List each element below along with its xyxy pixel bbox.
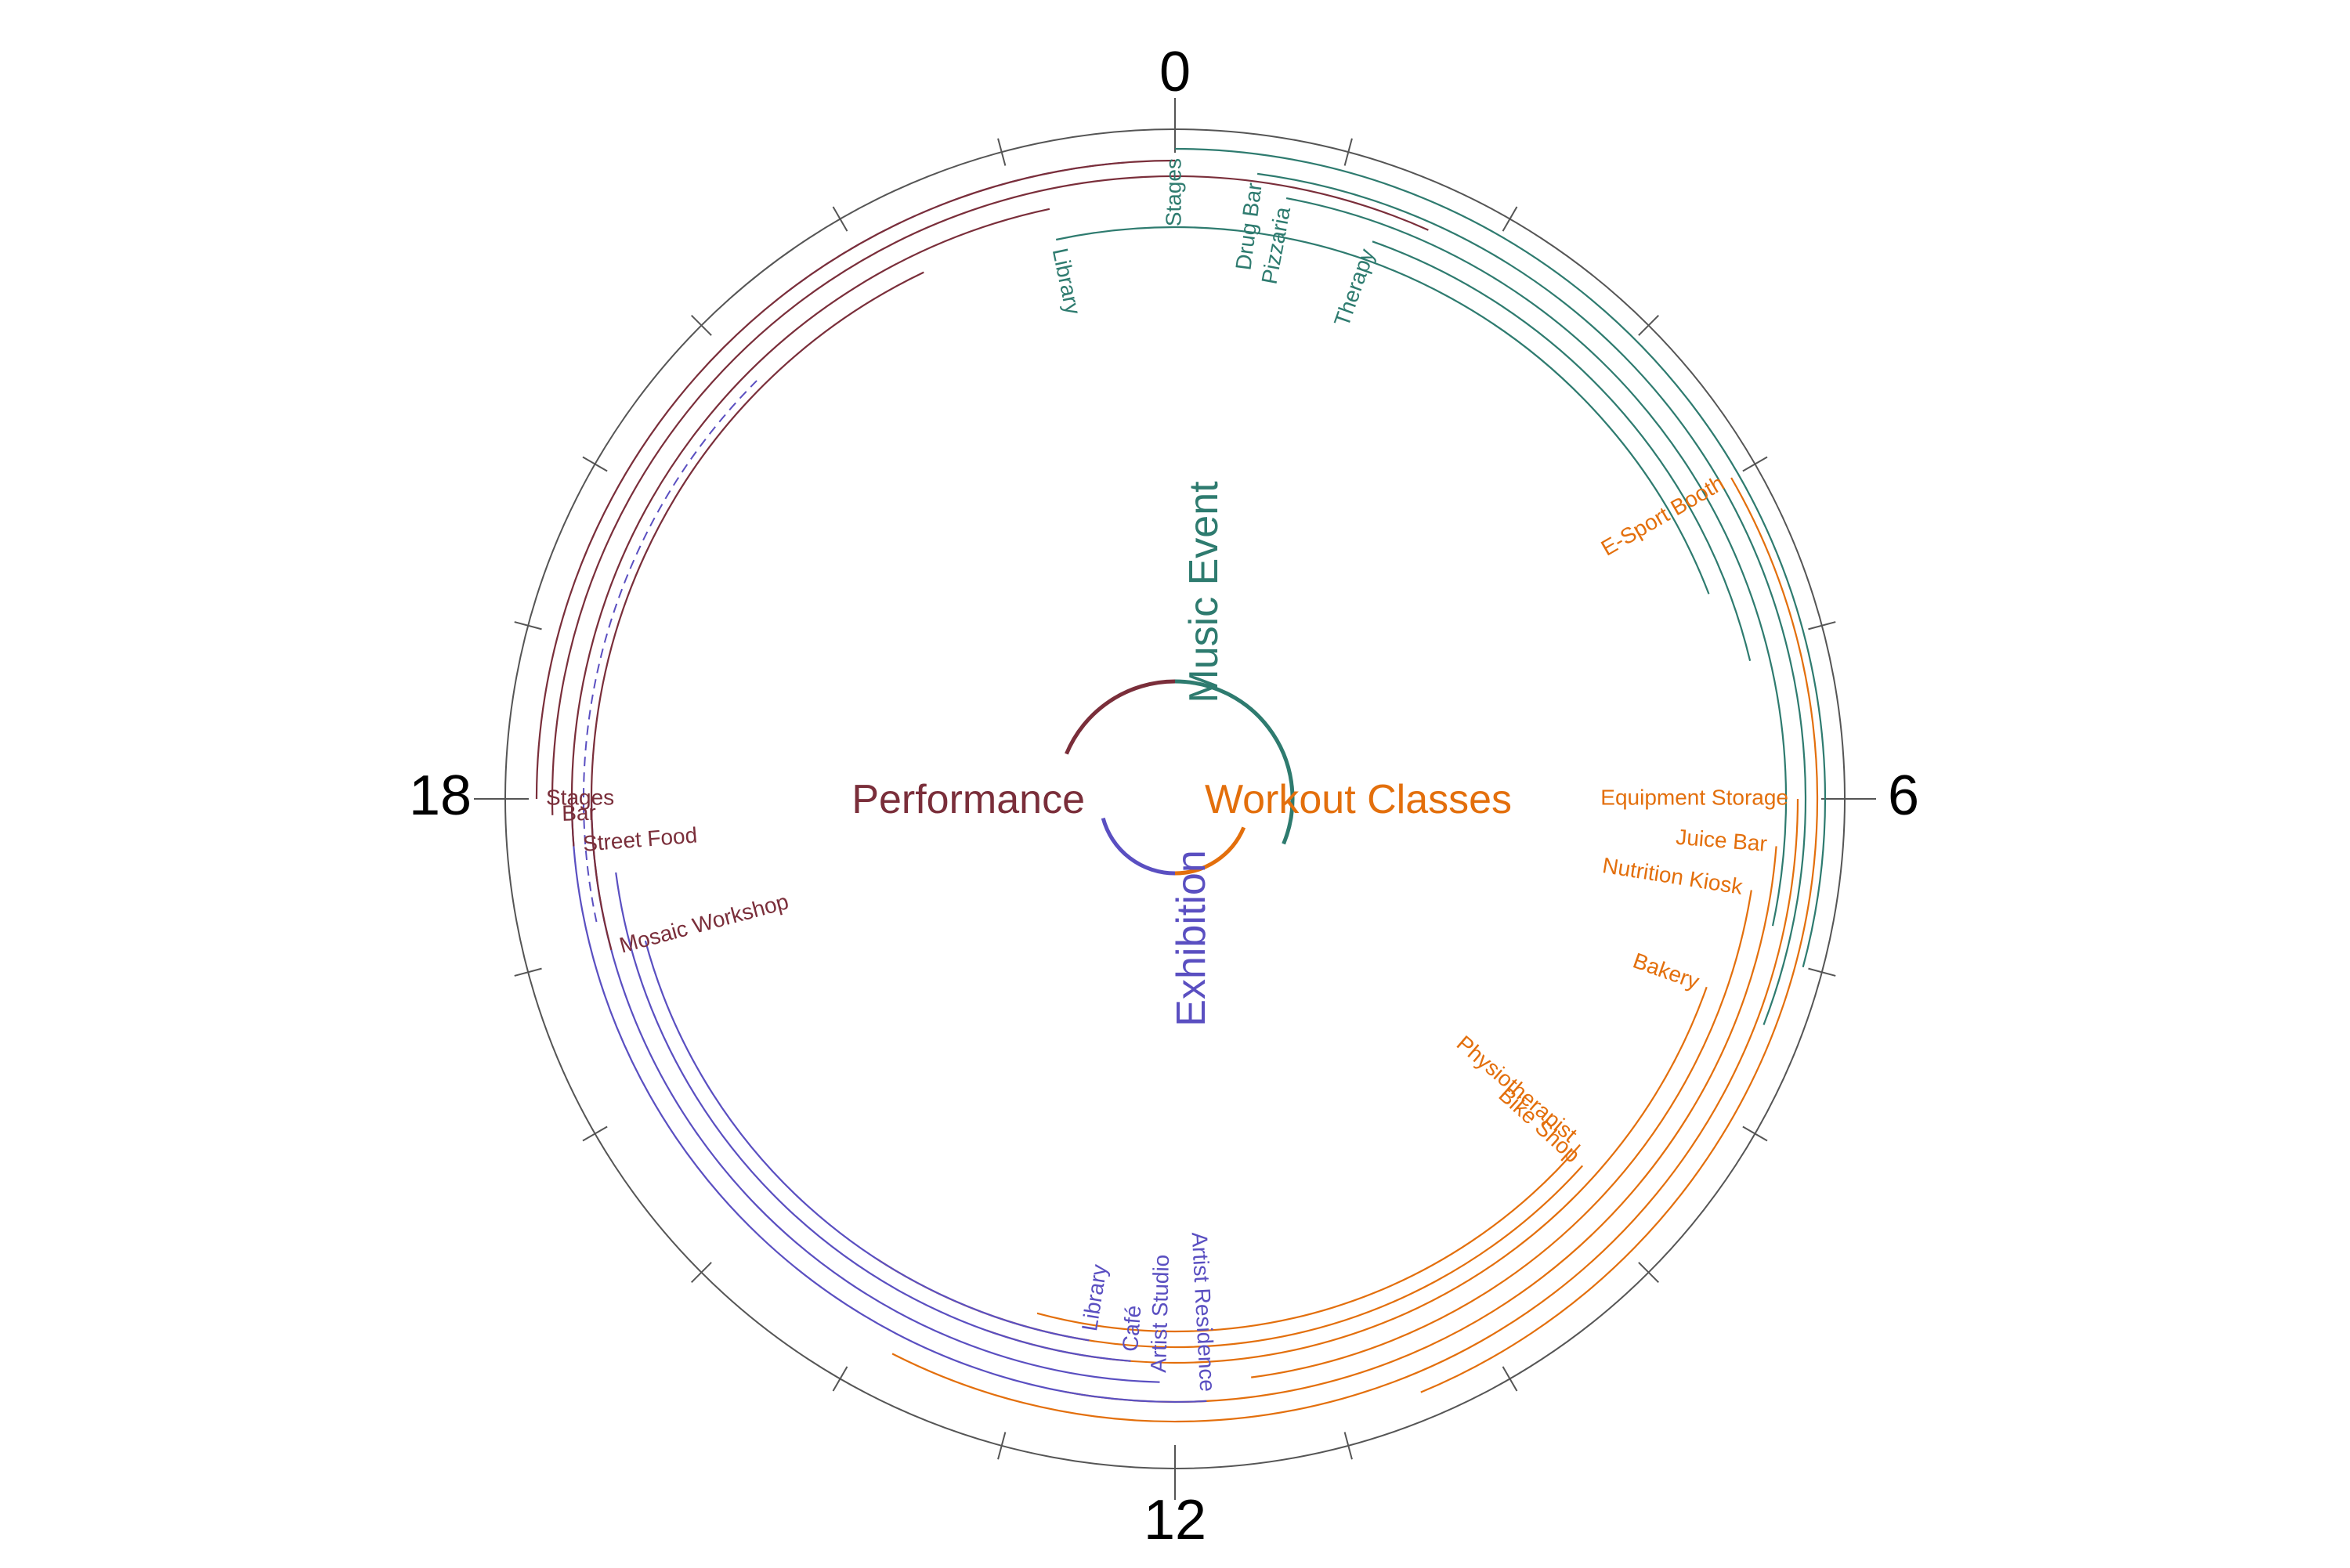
hour-label-6: 6 (1888, 764, 1919, 827)
category-legend: Music Event Workout Classes Exhibition P… (851, 481, 1512, 1027)
venue-label: Therapy (1329, 246, 1379, 330)
venue-arc (1256, 172, 1807, 1025)
hour-ticks (474, 98, 1876, 1500)
venue-label: E-Sport Booth (1597, 471, 1729, 561)
category-label-performance: Performance (851, 777, 1085, 822)
venue-label: Library (1048, 246, 1086, 316)
venue-label: Juice Bar (1675, 825, 1768, 856)
hour-tick (582, 456, 608, 472)
hour-tick (1343, 1432, 1353, 1460)
hour-tick (1502, 206, 1518, 232)
hour-labels: 0 6 12 18 (409, 41, 1919, 1552)
venue-label: Nutrition Kiosk (1601, 853, 1745, 899)
hour-tick (832, 206, 848, 232)
hour-tick (1638, 314, 1660, 336)
venue-arc (1420, 477, 1819, 1393)
category-label-workout-classes: Workout Classes (1205, 777, 1512, 822)
venue-arcs (535, 147, 1827, 1423)
venue-label: Library (1077, 1263, 1112, 1332)
venue-label: Mosaic Workshop (616, 889, 790, 957)
venue-arc (551, 175, 1429, 815)
venue-arc (1372, 240, 1752, 661)
category-label-music-event: Music Event (1181, 481, 1227, 703)
hour-label-0: 0 (1159, 41, 1191, 103)
venue-arc (1036, 1143, 1581, 1333)
hour-tick (997, 1432, 1007, 1460)
dashed-link (582, 380, 757, 923)
venue-arc (570, 208, 1050, 847)
hour-tick (997, 138, 1007, 166)
workout-classes-arc (1174, 826, 1246, 876)
venue-label: Pizzaria (1257, 204, 1296, 286)
venue-arc (1065, 846, 1777, 1404)
music-event-arc (1174, 679, 1295, 845)
venue-arc (590, 798, 1160, 1383)
venue-arc (876, 1165, 1584, 1349)
venue-label: Street Food (582, 822, 698, 855)
venue-label: Bar (562, 800, 596, 826)
venue-arc (1285, 197, 1788, 927)
venue-arc (570, 798, 1207, 1404)
venue-arc (1251, 890, 1752, 1378)
hour-tick (1742, 1125, 1768, 1142)
hour-label-18: 18 (409, 764, 472, 827)
venue-label: Stages (546, 785, 614, 809)
venue-arc (535, 159, 1176, 800)
venue-arc (1055, 226, 1710, 594)
hour-tick (690, 1262, 712, 1284)
exhibition-arc (1101, 817, 1176, 876)
venue-arc (590, 271, 924, 951)
venue-arc (1174, 147, 1827, 968)
hour-tick (514, 967, 542, 977)
venue-arc (615, 872, 1131, 1362)
venue-label: Equipment Storage (1600, 785, 1788, 809)
category-label-exhibition: Exhibition (1169, 850, 1214, 1026)
hour-tick (1808, 967, 1836, 977)
venue-label: Stages (1161, 158, 1185, 226)
venue-arc (891, 798, 1799, 1423)
hour-tick (514, 621, 542, 630)
performance-arc (1065, 679, 1176, 755)
hour-tick (1502, 1366, 1518, 1392)
hour-tick (1742, 456, 1768, 472)
venue-label: Bakery (1630, 948, 1703, 994)
hour-tick (1638, 1262, 1660, 1284)
venue-label: Artist Studio (1146, 1254, 1173, 1373)
hour-tick (1808, 621, 1836, 630)
hour-tick (1343, 138, 1353, 166)
hour-label-12: 12 (1144, 1489, 1206, 1552)
venue-labels: Stages Drug BarPizzariaTherapyLibraryE-Sp… (546, 158, 1788, 1393)
hour-tick (582, 1125, 608, 1142)
hour-tick (690, 314, 712, 336)
venue-label: Café (1118, 1304, 1146, 1352)
venue-arc (644, 940, 1090, 1342)
venue-label: Artist Residence (1188, 1231, 1220, 1392)
venue-label: Physiotherapist (1452, 1031, 1582, 1147)
hour-tick (832, 1366, 848, 1392)
